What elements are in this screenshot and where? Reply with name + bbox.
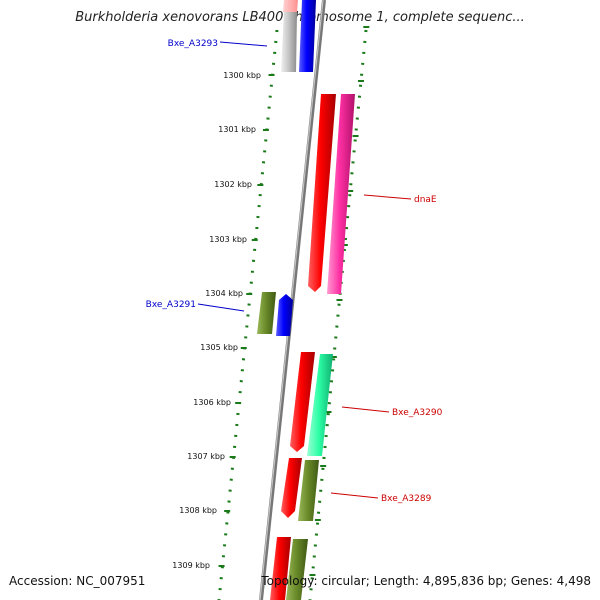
gene-arrow-red-bxe-a3290[interactable] — [290, 352, 315, 452]
ruler-label-1308: 1308 kbp — [179, 506, 217, 515]
gene-label-bxe-a3289[interactable]: Bxe_A3289 — [381, 494, 432, 504]
ruler-label-1306: 1306 kbp — [193, 398, 231, 407]
leader-line-bxe-a3290 — [341, 406, 390, 413]
ruler-label-1304: 1304 kbp — [205, 289, 243, 298]
gene-arrow-blue-top[interactable] — [299, 0, 316, 72]
leader-line-bxe-a3289 — [330, 492, 379, 499]
ruler-label-1305: 1305 kbp — [200, 343, 238, 352]
ruler-label-1309: 1309 kbp — [172, 561, 210, 570]
gene-arrow-olive-bottom[interactable] — [286, 539, 308, 600]
ruler-label-1300: 1300 kbp — [223, 71, 261, 80]
gene-arrow-teal-bxe-a3290[interactable] — [307, 354, 333, 456]
ruler-label-group: 1300 kbp 1301 kbp 1302 kbp 1303 kbp 1304… — [172, 71, 261, 570]
gene-arrow-gray-bxe-a3293[interactable] — [281, 12, 297, 72]
leader-line-bxe-a3293 — [219, 41, 268, 47]
leader-line-bxe-a3291 — [197, 303, 245, 312]
gene-arrow-red-bottom[interactable] — [270, 537, 291, 600]
map-title: Burkholderia xenovorans LB400 chromosome… — [75, 10, 525, 25]
gene-arrow-magenta-dnae[interactable] — [327, 94, 355, 294]
ruler-label-1307: 1307 kbp — [187, 452, 225, 461]
gene-label-bxe-a3290[interactable]: Bxe_A3290 — [392, 408, 443, 418]
gene-arrow-red-bxe-a3289[interactable] — [281, 458, 302, 518]
ruler-tick-group — [218, 26, 370, 576]
gene-arrow-blue-bxe-a3291[interactable] — [276, 294, 293, 336]
ruler-label-1301: 1301 kbp — [218, 125, 256, 134]
gene-label-bxe-a3293[interactable]: Bxe_A3293 — [168, 39, 218, 49]
ruler-label-1303: 1303 kbp — [209, 235, 247, 244]
ruler-label-1302: 1302 kbp — [214, 180, 252, 189]
leader-line-dnae — [363, 194, 412, 200]
dotted-guide-right — [308, 29, 368, 600]
sequence-summary-text: Topology: circular; Length: 4,895,836 bp… — [261, 574, 591, 588]
gene-label-dnae[interactable]: dnaE — [414, 195, 437, 205]
gene-arrow-red-dnae-left[interactable] — [308, 94, 336, 292]
accession-text: Accession: NC_007951 — [9, 574, 146, 588]
gene-arrow-pink-partial[interactable] — [283, 0, 298, 12]
gene-arrow-olive-bxe-a3289[interactable] — [298, 460, 319, 521]
dotted-guide-left — [217, 29, 279, 600]
gene-label-bxe-a3291[interactable]: Bxe_A3291 — [146, 300, 196, 310]
gene-arrow-olive-bxe-a3291[interactable] — [257, 292, 276, 334]
